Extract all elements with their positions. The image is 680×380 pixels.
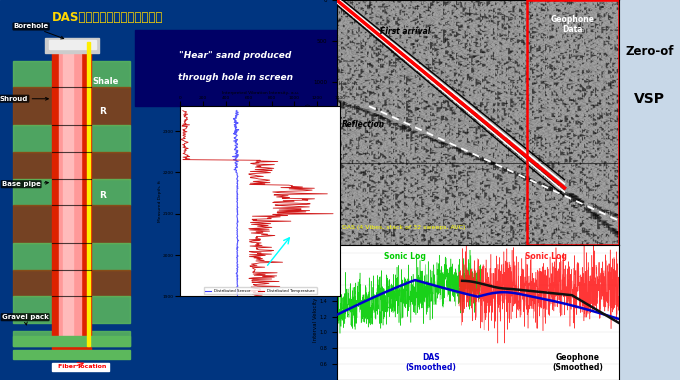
Text: R: R xyxy=(99,191,106,200)
Text: Fiber location: Fiber location xyxy=(58,364,107,369)
Text: DAS
(Smoothed): DAS (Smoothed) xyxy=(405,353,456,372)
Text: Reflection: Reflection xyxy=(342,120,385,129)
Bar xyxy=(14,296,130,323)
Bar xyxy=(14,331,130,346)
Bar xyxy=(52,363,109,371)
Bar xyxy=(14,336,130,346)
Bar xyxy=(59,49,81,342)
Title: Interpreted Vibration Intensity, a.u.: Interpreted Vibration Intensity, a.u. xyxy=(222,91,299,95)
Bar xyxy=(14,61,130,87)
Text: VSP: VSP xyxy=(634,92,665,106)
Bar xyxy=(63,49,73,342)
Bar xyxy=(49,40,96,49)
Text: Geophone
Data: Geophone Data xyxy=(551,15,595,34)
Bar xyxy=(14,87,130,125)
Bar xyxy=(14,243,130,270)
Bar xyxy=(14,179,130,205)
Text: Gravel pack: Gravel pack xyxy=(1,314,48,325)
Text: DAS (4 Vibes, stack of 32 sweeps, AVC): DAS (4 Vibes, stack of 32 sweeps, AVC) xyxy=(342,225,465,230)
Bar xyxy=(52,49,91,342)
Bar xyxy=(87,42,90,346)
Text: through hole in screen: through hole in screen xyxy=(178,73,293,82)
Bar xyxy=(14,350,130,359)
Text: Shale: Shale xyxy=(92,77,119,86)
Y-axis label: Measured Depth, ft: Measured Depth, ft xyxy=(158,180,162,222)
Text: Sonic Log: Sonic Log xyxy=(525,252,566,261)
Text: Sonic Log: Sonic Log xyxy=(384,252,426,261)
Text: Zero-of: Zero-of xyxy=(625,45,674,59)
Text: R: R xyxy=(99,107,106,116)
Bar xyxy=(52,338,91,357)
Text: First arrival: First arrival xyxy=(380,27,430,36)
Text: Borehole: Borehole xyxy=(14,24,64,39)
Bar xyxy=(526,0,619,245)
Text: Geophone
(Smoothed): Geophone (Smoothed) xyxy=(553,353,603,372)
Bar xyxy=(14,125,130,152)
Text: DAS在筛孔中听沙子移动的声音: DAS在筛孔中听沙子移动的声音 xyxy=(52,11,163,24)
Y-axis label: Interval Velocity (ft/s): Interval Velocity (ft/s) xyxy=(313,283,318,342)
Bar xyxy=(14,270,130,296)
Bar xyxy=(14,205,130,243)
Text: Shroud: Shroud xyxy=(0,96,48,102)
Bar xyxy=(14,152,130,179)
Legend: Distributed Sensor, Distributed Temperature: Distributed Sensor, Distributed Temperat… xyxy=(203,287,317,295)
Bar xyxy=(46,38,99,53)
Text: "Hear" sand produced: "Hear" sand produced xyxy=(180,51,292,60)
Y-axis label: Time (msec): Time (msec) xyxy=(307,103,311,142)
Bar xyxy=(135,30,337,106)
Text: Base pipe: Base pipe xyxy=(1,181,48,187)
